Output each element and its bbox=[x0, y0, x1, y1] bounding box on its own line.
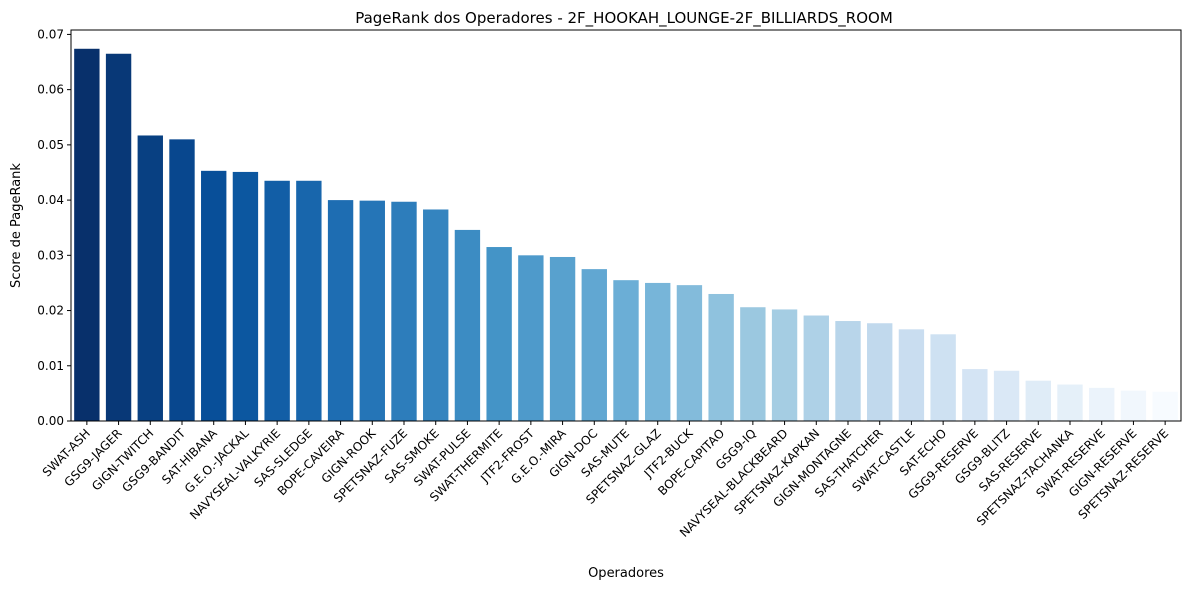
bar-spetsnaz-glaz bbox=[645, 282, 671, 421]
bars-group bbox=[74, 48, 1178, 422]
bar-bope-capitao bbox=[708, 293, 734, 421]
y-tick-label: 0.06 bbox=[37, 83, 64, 97]
bar-swat-pulse bbox=[454, 229, 481, 421]
bar-sas-sledge bbox=[296, 180, 322, 421]
bar-bope-caveira bbox=[327, 200, 354, 421]
bar-gign-doc bbox=[581, 269, 607, 421]
bar-sas-mute bbox=[613, 280, 639, 421]
bar-swat-thermite bbox=[486, 247, 512, 421]
bar-spetsnaz-kapkan bbox=[803, 315, 829, 421]
chart-title: PageRank dos Operadores - 2F_HOOKAH_LOUN… bbox=[355, 9, 893, 28]
y-tick-label: 0.00 bbox=[37, 414, 64, 428]
bar-sas-reserve bbox=[1025, 380, 1051, 421]
bar-jtf2-buck bbox=[676, 285, 703, 421]
bar-navyseal-valkyrie bbox=[264, 180, 290, 421]
y-tick-label: 0.03 bbox=[37, 248, 64, 262]
bar-gsg9-reserve bbox=[962, 369, 988, 421]
y-tick-label: 0.07 bbox=[37, 27, 64, 41]
bar-sas-thatcher bbox=[867, 323, 893, 421]
bar-sas-smoke bbox=[423, 209, 449, 421]
bar-swat-castle bbox=[898, 329, 925, 421]
bar-g-e-o-mira bbox=[549, 256, 576, 421]
bar-gign-reserve bbox=[1120, 390, 1147, 421]
bar-gsg9-bandit bbox=[169, 139, 195, 421]
bar-gsg9-iq bbox=[740, 307, 766, 421]
x-axis: SWAT-ASHGSG9-JAGERGIGN-TWITCHGSG9-BANDIT… bbox=[40, 421, 1171, 540]
bar-g-e-o-jackal bbox=[232, 171, 259, 421]
y-tick-label: 0.01 bbox=[37, 359, 64, 373]
bar-spetsnaz-tachanka bbox=[1057, 384, 1083, 421]
y-tick-label: 0.02 bbox=[37, 304, 64, 318]
bar-sat-hibana bbox=[201, 170, 227, 421]
bar-swat-ash bbox=[74, 48, 100, 421]
bar-swat-reserve bbox=[1089, 387, 1115, 421]
plot-frame bbox=[70, 29, 1182, 422]
y-axis-label: Score de PageRank bbox=[9, 163, 24, 288]
x-axis-label: Operadores bbox=[588, 566, 664, 581]
y-tick-label: 0.04 bbox=[37, 193, 64, 207]
bar-gsg9-jager bbox=[105, 53, 132, 421]
bar-spetsnaz-fuze bbox=[391, 201, 417, 421]
bar-gign-twitch bbox=[137, 135, 163, 422]
bar-gign-rook bbox=[359, 200, 385, 421]
bar-sat-echo bbox=[930, 334, 956, 421]
bar-spetsnaz-reserve bbox=[1152, 391, 1178, 421]
y-axis: 0.00 0.01 0.02 0.03 0.04 0.05 0.06 0.07 bbox=[37, 27, 71, 428]
bar-gign-montagne bbox=[835, 321, 861, 421]
bar-navyseal-blackbeard bbox=[771, 309, 798, 421]
y-tick-label: 0.05 bbox=[37, 138, 64, 152]
bar-gsg9-blitz bbox=[993, 370, 1020, 421]
bar-jtf2-frost bbox=[518, 255, 544, 421]
